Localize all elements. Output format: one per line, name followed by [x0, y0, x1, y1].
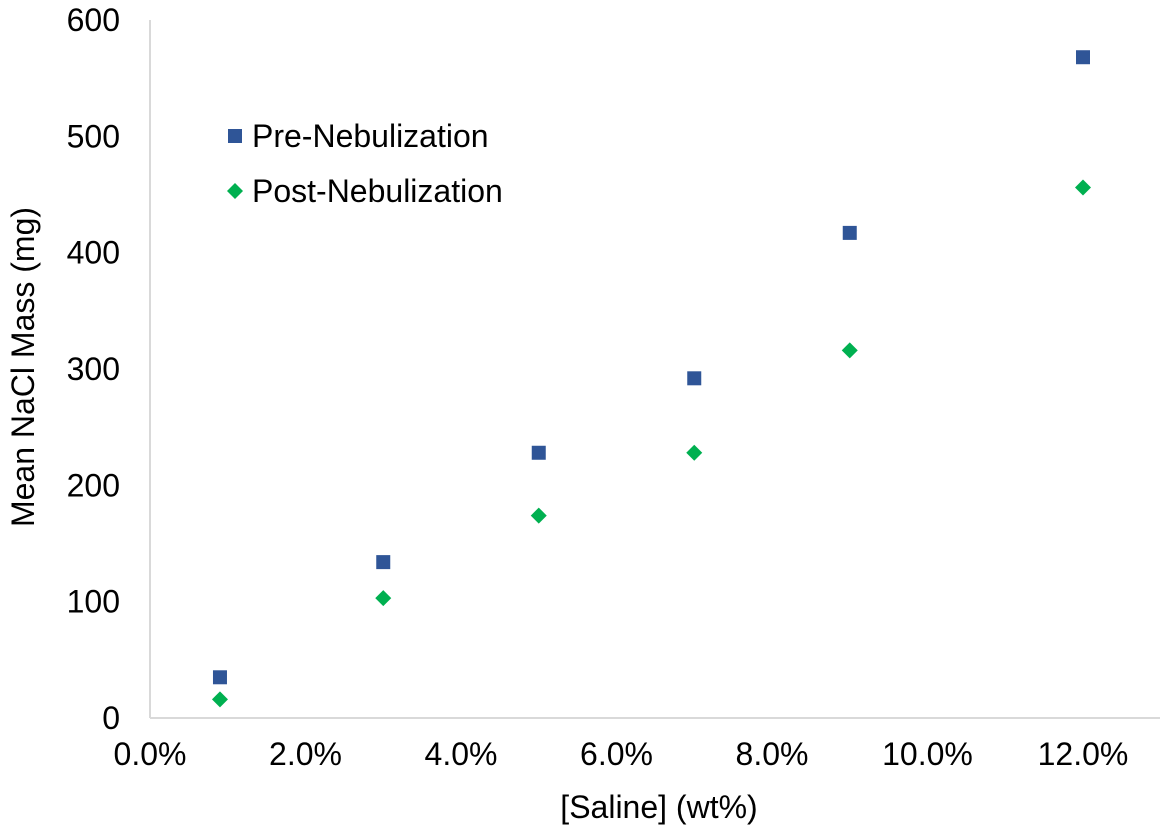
- post-nebulization-point: [375, 590, 392, 607]
- y-tick-label: 400: [67, 235, 120, 271]
- pre-nebulization-point: [531, 445, 546, 460]
- x-tick-label: 12.0%: [1038, 736, 1129, 772]
- post-nebulization-point: [1075, 179, 1091, 196]
- x-tick-label: 10.0%: [882, 736, 973, 772]
- axes: [149, 20, 1160, 719]
- data-points: [211, 50, 1091, 708]
- post-nebulization-point: [686, 444, 703, 461]
- pre-nebulization-point: [842, 225, 857, 240]
- y-tick-label: 600: [67, 2, 120, 38]
- pre-nebulization-point: [687, 371, 702, 386]
- y-tick-label: 0: [102, 700, 120, 736]
- legend: Pre-Nebulization Post-Nebulization: [227, 118, 503, 209]
- y-tick-label: 100: [67, 584, 120, 620]
- pre-nebulization-point: [1076, 50, 1090, 65]
- post-nebulization-point: [530, 507, 547, 524]
- x-axis-title: [Saline] (wt%): [560, 789, 757, 825]
- x-tick-label: 6.0%: [580, 736, 653, 772]
- x-tick-label: 0.0%: [114, 736, 187, 772]
- legend-label-pre-nebulization: Pre-Nebulization: [252, 118, 489, 154]
- post-nebulization-point: [841, 342, 858, 359]
- x-tick-label: 2.0%: [269, 736, 342, 772]
- x-tick-labels: 0.0% 2.0% 4.0% 6.0% 8.0% 10.0% 12.0%: [114, 736, 1129, 772]
- legend-marker-post-nebulization: [227, 183, 243, 199]
- post-nebulization-point: [211, 691, 228, 708]
- pre-nebulization-point: [212, 670, 227, 685]
- x-tick-label: 4.0%: [425, 736, 498, 772]
- y-tick-label: 200: [67, 467, 120, 503]
- legend-label-post-nebulization: Post-Nebulization: [252, 173, 503, 209]
- pre-nebulization-point: [376, 555, 391, 570]
- y-axis-title: Mean NaCl Mass (mg): [5, 207, 41, 527]
- y-tick-label: 500: [67, 118, 120, 154]
- legend-marker-pre-nebulization: [228, 129, 242, 143]
- y-tick-label: 300: [67, 351, 120, 387]
- x-tick-label: 8.0%: [736, 736, 809, 772]
- y-tick-labels: 0 100 200 300 400 500 600: [67, 2, 120, 736]
